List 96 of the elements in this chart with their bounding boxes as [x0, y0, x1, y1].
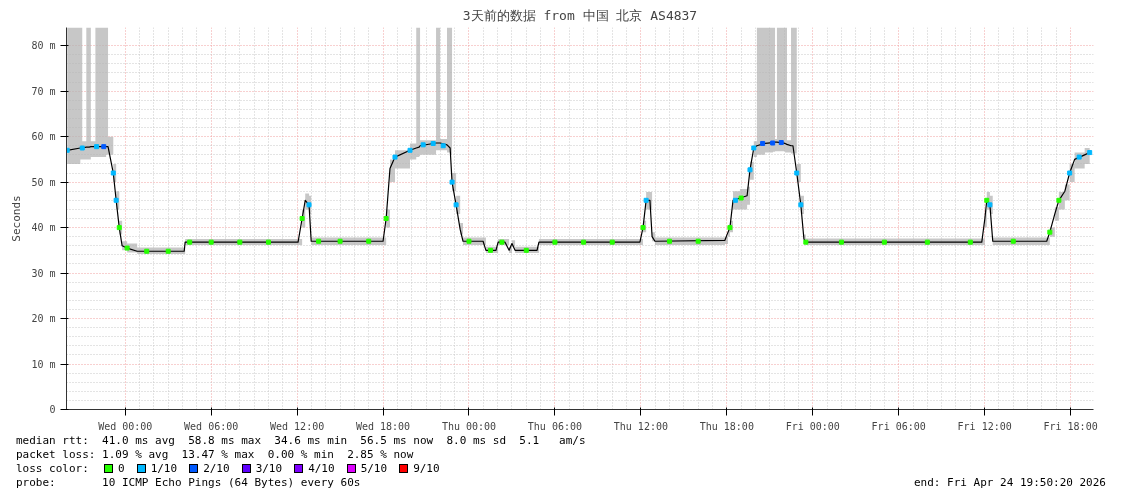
x-tick-label: Thu 18:00	[699, 420, 754, 432]
x-tick-label: Thu 00:00	[441, 420, 497, 432]
point	[430, 140, 436, 146]
point	[552, 239, 558, 245]
legend-label: 2/10	[203, 462, 230, 475]
text: packet loss: 1.09 % avg 13.47 % max 0.00 % min 2.85 % now	[16, 448, 415, 462]
point	[581, 239, 587, 245]
point	[113, 197, 119, 203]
y-axis-title: Seconds	[10, 195, 24, 242]
point	[747, 167, 753, 173]
point	[924, 239, 930, 245]
point	[1067, 170, 1073, 176]
point	[794, 170, 800, 176]
point	[643, 197, 649, 203]
point	[392, 154, 398, 160]
point	[838, 239, 844, 245]
point	[449, 179, 455, 185]
y-tick-label: 60 m	[31, 131, 56, 143]
text: median rtt: 41.0 ms avg 58.8 ms max 34.6 ms min 56.5 ms now 8.0 ms sd 5.1 am/s	[16, 434, 587, 448]
point	[609, 239, 615, 245]
legend-title: loss color:	[16, 462, 90, 476]
text: probe: 10 ICMP Echo Pings (64 Bytes) every 60s	[16, 476, 361, 490]
point	[208, 239, 214, 245]
point	[265, 239, 271, 245]
point	[984, 197, 990, 203]
legend-label: 3/10	[255, 462, 283, 475]
point	[987, 202, 993, 208]
point	[366, 238, 372, 244]
point	[751, 145, 757, 151]
point	[407, 147, 413, 153]
y-tick-label: 0	[49, 404, 56, 415]
point	[1047, 229, 1053, 235]
point	[383, 216, 389, 221]
y-tick-label: 30 m	[31, 267, 56, 279]
legend-label: 0	[118, 462, 125, 475]
text: end: Fri Apr 24 19:50:20 2026	[913, 476, 1106, 490]
x-tick-label: Wed 18:00	[355, 420, 411, 432]
point	[466, 238, 472, 244]
point	[727, 225, 733, 231]
y-tick-label: 70 m	[31, 85, 56, 97]
point	[94, 144, 100, 150]
point	[803, 239, 809, 245]
point	[116, 225, 122, 231]
y-tick-label: 20 m	[31, 313, 56, 325]
point	[487, 247, 493, 253]
y-tick-label: 40 m	[31, 222, 56, 234]
point	[967, 239, 973, 245]
legend-label: 4/10	[308, 462, 335, 475]
point	[453, 202, 459, 208]
point	[1056, 197, 1062, 203]
point	[499, 239, 505, 245]
x-tick-label: Thu 06:00	[527, 420, 583, 432]
point	[420, 142, 426, 148]
point	[523, 247, 529, 253]
x-tick-label: Wed 06:00	[184, 420, 239, 432]
x-tick-label: Fri 18:00	[1043, 420, 1098, 432]
point	[778, 140, 784, 146]
point	[667, 238, 673, 244]
point	[695, 238, 701, 244]
point	[237, 239, 243, 245]
legend-label: 9/10	[413, 462, 440, 475]
point	[79, 145, 85, 151]
point	[66, 147, 70, 153]
point	[110, 170, 116, 176]
point	[299, 216, 305, 221]
point	[101, 144, 107, 150]
x-tick-label: Fri 06:00	[871, 420, 926, 432]
point	[124, 245, 130, 251]
x-tick-label: Fri 12:00	[957, 420, 1012, 432]
point	[1087, 150, 1093, 156]
point	[798, 202, 804, 208]
point	[306, 202, 312, 208]
point	[144, 248, 150, 254]
point	[881, 239, 887, 245]
y-tick-label: 50 m	[31, 176, 56, 188]
point	[738, 195, 744, 201]
point	[187, 239, 193, 245]
y-tick-label: 80 m	[31, 40, 56, 52]
point	[732, 197, 738, 203]
point	[337, 238, 343, 244]
point	[1010, 238, 1016, 244]
point	[760, 140, 766, 146]
x-tick-label: Wed 12:00	[270, 420, 325, 432]
x-tick-label: Thu 12:00	[613, 420, 668, 432]
point	[770, 140, 776, 146]
point	[316, 238, 322, 244]
point	[1076, 154, 1082, 160]
x-tick-label: Wed 00:00	[98, 420, 153, 432]
point	[165, 248, 171, 254]
point	[440, 143, 446, 149]
legend-label: 1/10	[150, 462, 178, 475]
point	[640, 225, 646, 231]
legend-label: 5/10	[360, 462, 388, 475]
chart-title: 3天前的数据 from 中国 北京 AS4837	[462, 7, 698, 23]
y-tick-label: 10 m	[31, 358, 56, 370]
x-tick-label: Fri 00:00	[785, 420, 840, 432]
